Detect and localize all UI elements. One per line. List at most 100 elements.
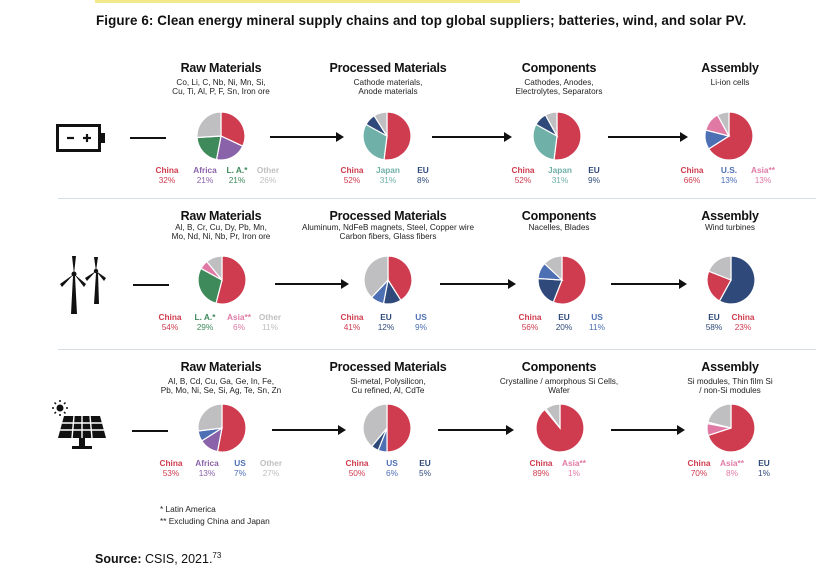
pie-label: Asia** 13% [751, 165, 775, 185]
pie-label-value: 31% [379, 175, 397, 185]
pie-label: US 6% [386, 458, 398, 478]
stage-subtitle: Co, Li, C, Nb, Ni, Mn, Si, [176, 78, 266, 87]
pie-slice-other [373, 111, 388, 139]
pie-chart [197, 255, 247, 305]
pie-label-value: 1% [567, 468, 580, 478]
pie-label-name: Asia** [751, 165, 775, 175]
footnote-latin-america: * Latin America [160, 504, 216, 514]
pie-label-name: EU [708, 312, 720, 322]
pie-slice-other [196, 111, 222, 139]
stage-subtitle: Cathodes, Anodes, [524, 78, 594, 87]
stage-title: Processed Materials [329, 209, 447, 223]
pie-label: EU 20% [556, 312, 573, 332]
pie-label-value: 26% [259, 175, 277, 185]
pie-label-name: Other [256, 165, 280, 175]
pie-label: Other 26% [257, 165, 279, 185]
pie-label-name: China [345, 458, 369, 468]
pie-slice-other [707, 255, 732, 281]
stage-title: Assembly [701, 209, 759, 223]
stage-subtitle: Si modules, Thin film Si [687, 377, 773, 386]
pie-slice-other [543, 255, 563, 282]
stage-subtitle: Nacelles, Blades [528, 223, 590, 232]
stage-subtitle: Cu refined, Al, CdTe [351, 386, 425, 396]
pie-chart [197, 403, 247, 453]
pie-slice-china [216, 403, 247, 453]
pie-label: L. A.* 21% [227, 165, 248, 185]
footnote-excluding: ** Excluding China and Japan [160, 516, 270, 526]
pie-label-name: US [234, 458, 246, 468]
stage-subtitle: Al, B, Cr, Cu, Dy, Pb, Mn, [175, 223, 267, 232]
pie-label-value: 50% [348, 468, 366, 478]
stage-title: Assembly [701, 360, 759, 374]
pie-slice-other [545, 403, 561, 430]
connector-dash [132, 430, 168, 432]
pie-slice-china [535, 403, 585, 453]
pie-label: L. A.* 29% [195, 312, 216, 332]
wind-turbine-icon [60, 256, 106, 314]
pie-label-name: China [731, 312, 755, 322]
pie-label-name: China [511, 165, 535, 175]
pie-label-value: 54% [161, 322, 179, 332]
pie-label-value: 23% [734, 322, 752, 332]
pie-label-value: 9% [415, 322, 427, 332]
pie-slice-china [383, 111, 412, 161]
pie-label-value: 5% [419, 468, 431, 478]
pie-label: Other 11% [259, 312, 281, 332]
pie-label-name: EU [558, 312, 570, 322]
stage-title: Raw Materials [180, 61, 262, 75]
row-separator [58, 349, 816, 350]
stage-title: Processed Materials [329, 360, 447, 374]
pie-label-value: 52% [514, 175, 532, 185]
pie-label-value: 66% [683, 175, 701, 185]
pie-label-name: L. A.* [226, 165, 248, 175]
pie-label-value: 11% [589, 322, 605, 332]
pie-label-value: 8% [417, 175, 429, 185]
stage-title: Components [521, 360, 597, 374]
pie-chart [706, 403, 756, 453]
pie-label-name: China [340, 312, 364, 322]
pie-label-name: Africa [195, 458, 219, 468]
stage-title: Components [521, 209, 597, 223]
source-ref: 73 [212, 551, 222, 560]
pie-chart [196, 111, 246, 161]
solar-panel-icon [52, 400, 106, 449]
pie-label: US 7% [234, 458, 246, 478]
pie-label-value: 7% [234, 468, 246, 478]
pie-label-name: China [518, 312, 542, 322]
pie-label: Japan 31% [548, 165, 572, 185]
pie-label: EU 58% [706, 312, 723, 332]
pie-label: EU 5% [419, 458, 431, 478]
pie-label-name: US [591, 312, 603, 322]
pie-label: Asia** 8% [720, 458, 744, 478]
pie-slice-china [552, 255, 587, 305]
stage-subtitle: Electrolytes, Separators [515, 87, 603, 97]
pie-label: China 66% [680, 165, 703, 185]
pie-label-name: EU [417, 165, 429, 175]
source-text: CSIS, 2021. [141, 552, 213, 567]
stage-title: Raw Materials [180, 360, 262, 374]
pie-label-value: 53% [162, 468, 180, 478]
pie-label-name: EU [380, 312, 392, 322]
pie-chart [362, 111, 412, 161]
pie-label-value: 58% [705, 322, 723, 332]
pie-label-value: 13% [754, 175, 772, 185]
pie-label: China 53% [159, 458, 182, 478]
stage-subtitle: Mo, Nd, Ni, Nb, Pr, Iron ore [171, 232, 271, 242]
pie-label: Asia** 1% [562, 458, 586, 478]
stage-title: Assembly [701, 61, 759, 75]
pie-slice-china [706, 270, 732, 302]
pie-label-name: China [159, 458, 183, 468]
pie-label-name: China [529, 458, 553, 468]
pie-label: US 11% [589, 312, 605, 332]
pie-label-name: US [386, 458, 398, 468]
stage-subtitle: Carbon fibers, Glass fibers [339, 232, 437, 242]
pie-label-value: 21% [228, 175, 246, 185]
connector-dash [130, 137, 166, 139]
row-separator [58, 198, 816, 199]
pie-chart [362, 403, 412, 453]
pie-chart [704, 111, 754, 161]
pie-label: Japan 31% [376, 165, 400, 185]
pie-label-name: China [155, 165, 179, 175]
pie-slice-other [362, 403, 388, 448]
connector-dash [133, 284, 169, 286]
